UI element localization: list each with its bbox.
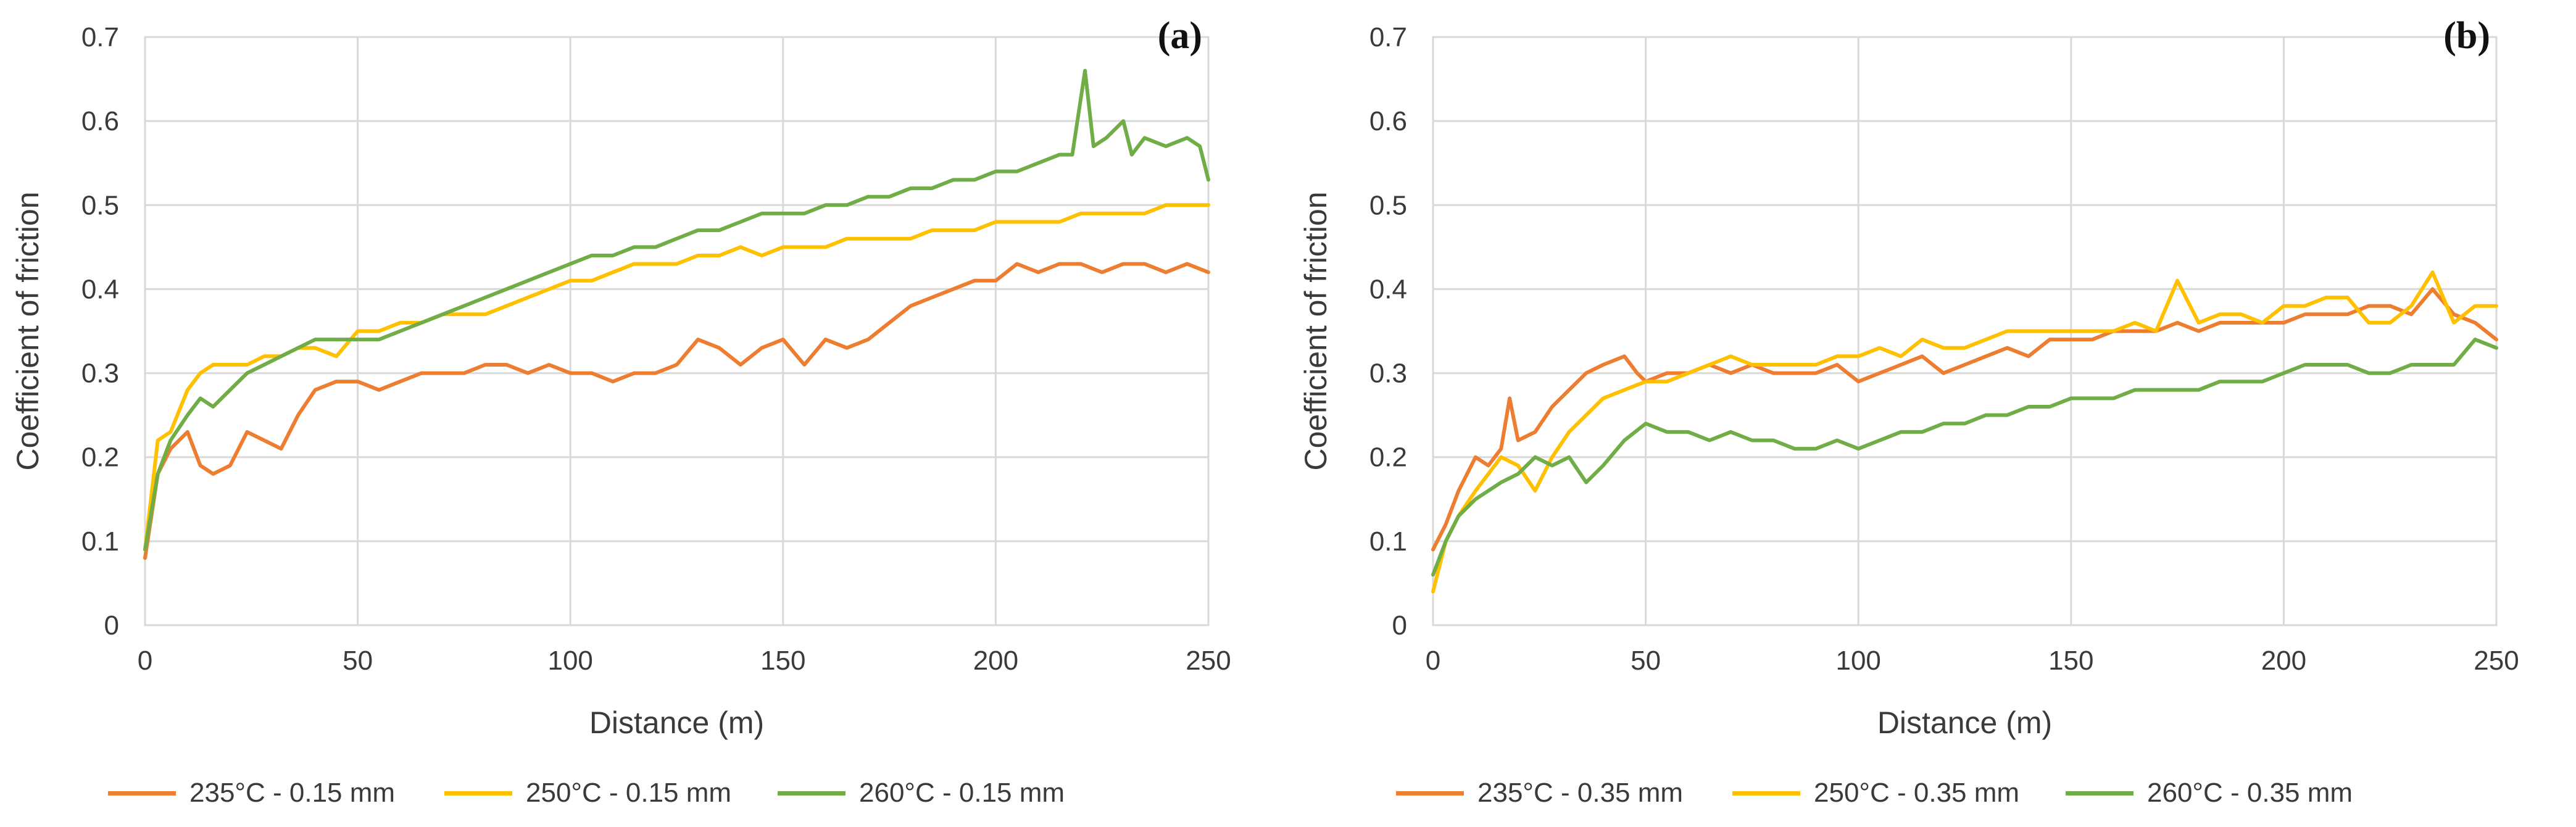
line-chart-a: 0 0.1 0.2 0.3 0.4 0.5 0.6 0.7 0 50 100 150 200 250 Dis… [10,15,1231,740]
series-line-2 [143,203,1210,552]
x-axis-title: Distance (m) [1877,705,2052,740]
y-tick-label: 0.4 [1369,274,1407,304]
chart-legend-a: 235°C - 0.15 mm 250°C - 0.15 mm 260°C - 0.… [0,771,1288,815]
series-line-1 [1431,287,2498,552]
y-tick-label: 0.6 [81,106,119,136]
x-tick-label: 200 [973,646,1018,676]
series-line-3 [143,69,1210,552]
x-tick-label: 200 [2261,646,2306,676]
plot-area [144,36,1210,626]
x-tick-label: 150 [2048,646,2093,676]
y-axis-title: Coefficient of friction [10,191,45,470]
legend-label: 260°C - 0.35 mm [2147,778,2353,808]
x-tick-label: 0 [1426,646,1440,676]
y-axis-title: Coefficient of friction [1298,191,1333,470]
legend-swatch [444,791,512,796]
legend-item: 260°C - 0.35 mm [2066,771,2353,815]
plot-area [1432,36,2498,626]
y-tick-label: 0.2 [1369,443,1407,473]
x-tick-label: 250 [1186,646,1231,676]
legend-label: 250°C - 0.15 mm [526,778,732,808]
legend-swatch [778,791,846,796]
x-tick-label: 0 [138,646,152,676]
x-tick-label: 100 [1835,646,1880,676]
y-tick-label: 0.1 [81,526,119,557]
chart-panel-a: 0 0.1 0.2 0.3 0.4 0.5 0.6 0.7 0 50 100 150 200 250 Dis… [0,15,1288,815]
series-line-2 [1431,270,2498,594]
y-tick-label: 0.4 [81,274,119,304]
y-tick-label: 0.6 [1369,106,1407,136]
y-tick-label: 0.3 [1369,359,1407,389]
legend-item: 250°C - 0.15 mm [444,771,731,815]
x-tick-label: 50 [343,646,373,676]
y-tick-label: 0.5 [1369,190,1407,220]
y-tick-label: 0.7 [81,22,119,52]
panel-label: (a) [1158,15,1202,57]
legend-swatch [1396,791,1464,796]
x-axis-title: Distance (m) [589,705,764,740]
line-chart-b: 0 0.1 0.2 0.3 0.4 0.5 0.6 0.7 0 50 100 150 200 250 Dis… [1298,15,2519,740]
y-tick-label: 0 [104,610,119,641]
legend-label: 260°C - 0.15 mm [859,778,1065,808]
x-tick-label: 50 [1631,646,1661,676]
legend-swatch [2066,791,2134,796]
legend-item: 235°C - 0.35 mm [1396,771,1683,815]
legend-label: 250°C - 0.35 mm [1814,778,2020,808]
chart-panel-b: 0 0.1 0.2 0.3 0.4 0.5 0.6 0.7 0 50 100 150 200 250 Dis… [1288,0,2576,827]
legend-item: 260°C - 0.15 mm [778,771,1065,815]
x-tick-label: 150 [760,646,805,676]
y-tick-label: 0.2 [81,443,119,473]
series-line-3 [1431,338,2498,577]
y-tick-label: 0.5 [81,190,119,220]
legend-label: 235°C - 0.15 mm [189,778,396,808]
legend-item: 250°C - 0.35 mm [1732,771,2019,815]
y-tick-label: 0.1 [1369,526,1407,557]
legend-item: 235°C - 0.15 mm [108,771,395,815]
legend-label: 235°C - 0.35 mm [1477,778,1684,808]
panel-label: (b) [2443,15,2490,57]
chart-legend-b: 235°C - 0.35 mm 250°C - 0.35 mm 260°C - 0.… [1288,771,2576,815]
x-tick-label: 100 [547,646,592,676]
legend-swatch [108,791,176,796]
x-tick-label: 250 [2474,646,2519,676]
y-tick-label: 0.3 [81,359,119,389]
series-line-1 [143,262,1210,560]
y-tick-label: 0 [1392,610,1407,641]
legend-swatch [1732,791,1800,796]
y-tick-label: 0.7 [1369,22,1407,52]
